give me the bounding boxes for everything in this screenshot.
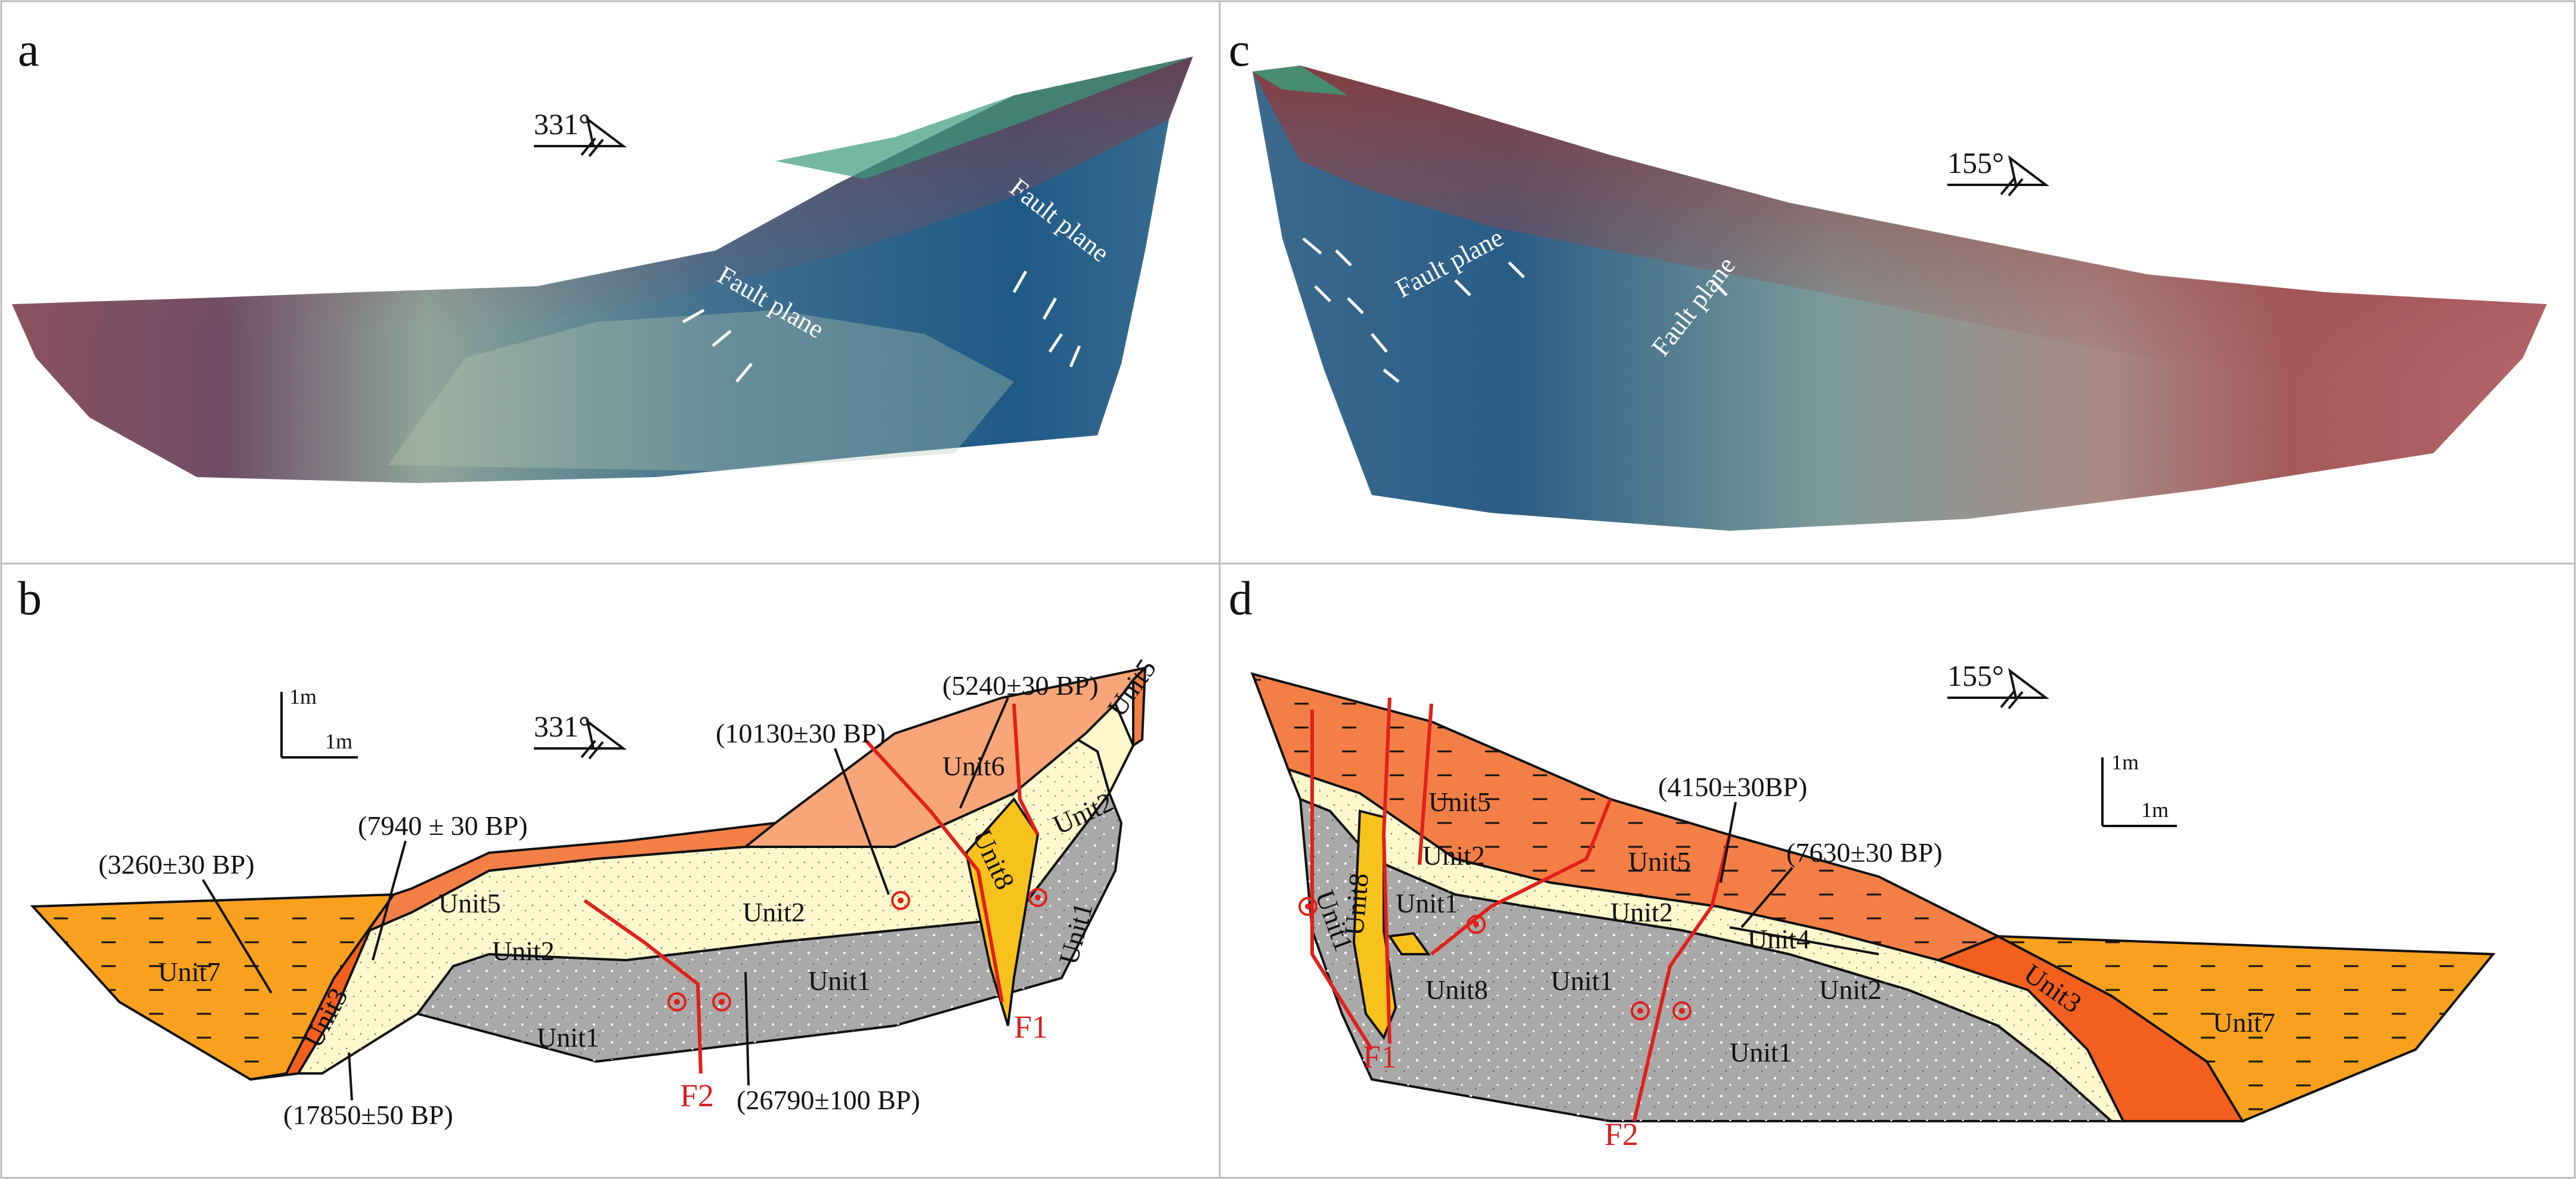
unit-label-d-unit8-left: Unit8	[1338, 872, 1374, 937]
scale-horizontal-d: 1m	[2141, 798, 2169, 822]
fault-label-b-f2: F2	[680, 1078, 714, 1113]
unit-label-d-unit8-mid: Unit8	[1425, 974, 1488, 1005]
panel-label-c: c	[1229, 24, 1250, 76]
unit-label-b-unit5-left: Unit5	[438, 888, 501, 918]
scale-vertical-b: 1m	[289, 685, 317, 708]
age-b-26790: (26790±100 BP)	[737, 1085, 920, 1115]
fault-label-d-f2: F2	[1604, 1116, 1638, 1152]
panel-label-d: d	[1229, 573, 1253, 625]
unit-label-d-unit2-right: Unit2	[1819, 974, 1882, 1005]
orientation-c: 155°	[1947, 146, 2049, 197]
unit-label-d-unit1-center: Unit1	[1551, 966, 1613, 996]
scale-bar-d: 1m 1m	[2101, 750, 2177, 827]
panel-label-b: b	[18, 573, 42, 625]
orientation-value-d: 155°	[1947, 659, 2004, 692]
unit-label-d-unit7: Unit7	[2213, 1007, 2275, 1038]
photo-c: Fault plane Fault plane	[1253, 66, 2547, 531]
orientation-value-c: 155°	[1947, 146, 2004, 180]
unit-label-d-unit2-left: Unit2	[1422, 840, 1485, 871]
unit-label-d-unit1-bottom: Unit1	[1730, 1037, 1792, 1067]
age-b-5240: (5240±30 BP)	[942, 670, 1099, 701]
unit-label-b-unit1-mid: Unit1	[808, 966, 871, 996]
log-d-ages: (4150±30BP) (7630±30 BP)	[1658, 772, 1943, 955]
scale-bar-b: 1m 1m	[280, 685, 358, 759]
age-b-17850: (17850±50 BP)	[283, 1100, 453, 1130]
fault-label-d-f1: F1	[1363, 1039, 1397, 1075]
orientation-b: 331°	[534, 710, 627, 760]
orientation-value-b: 331°	[534, 710, 590, 743]
orientation-value-a: 331°	[534, 107, 590, 141]
fault-label-b-f1: F1	[1014, 1009, 1048, 1045]
unit-label-b-unit2-mid: Unit2	[743, 897, 805, 927]
unit-label-b-unit2-left: Unit2	[492, 936, 555, 966]
unit-label-d-unit5-mid: Unit5	[1628, 846, 1691, 877]
unit-label-d-unit2-mid: Unit2	[1610, 897, 1673, 927]
age-d-7630: (7630±30 BP)	[1786, 837, 1943, 868]
fault-arrows-c	[1302, 237, 1728, 383]
unit-label-d-unit5-top: Unit5	[1428, 787, 1491, 817]
unit-label-b-unit1-left: Unit1	[537, 1022, 599, 1053]
unit-label-b-unit7: Unit7	[158, 957, 221, 987]
unit-label-d-unit1-mid: Unit1	[1396, 888, 1458, 918]
age-b-3260: (3260±30 BP)	[98, 849, 255, 880]
log-d	[1250, 672, 2496, 1123]
age-d-4150: (4150±30BP)	[1658, 772, 1807, 802]
log-b	[30, 664, 1149, 1081]
scale-vertical-d: 1m	[2111, 750, 2139, 774]
scale-horizontal-b: 1m	[325, 729, 352, 753]
orientation-d: 155°	[1947, 659, 2049, 710]
fault-arrows-a	[682, 270, 1081, 383]
log-b-faults: F1 F2	[667, 888, 1048, 1113]
age-b-7940: (7940 ± 30 BP)	[358, 810, 528, 841]
age-b-10130: (10130±30 BP)	[716, 718, 886, 748]
log-d-faults: F1 F2	[1298, 897, 1691, 1152]
photo-a: Fault plane Fault plane	[12, 57, 1193, 483]
log-b-ages: (5240±30 BP) (10130±30 BP) (7940 ± 30 BP…	[98, 670, 1099, 1130]
panel-label-a: a	[18, 24, 39, 76]
orientation-a: 331°	[534, 107, 627, 157]
